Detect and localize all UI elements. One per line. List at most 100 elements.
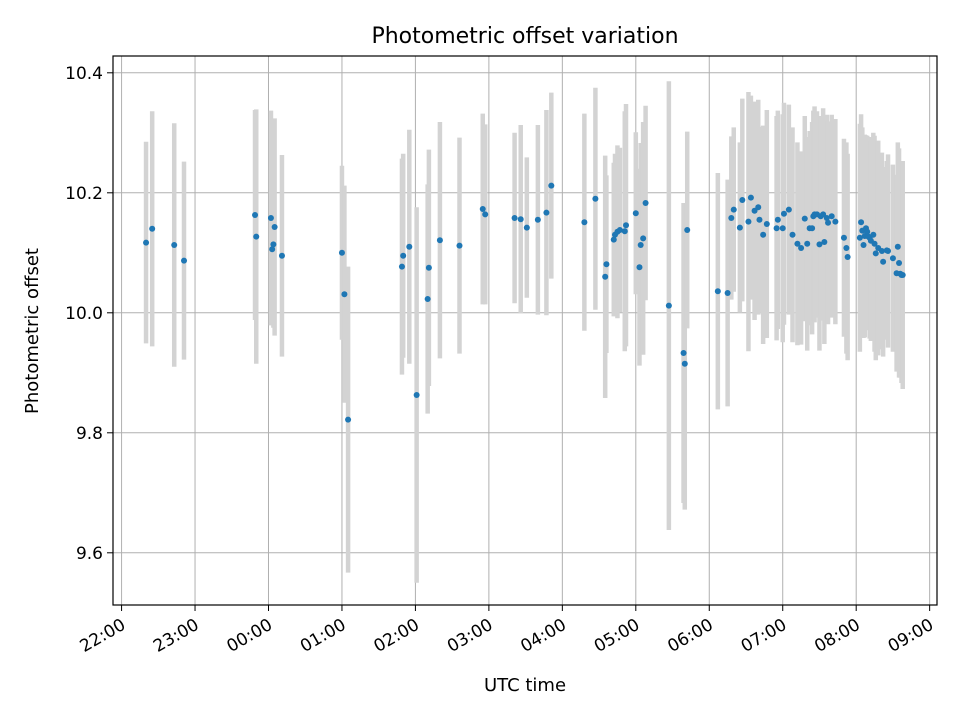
- x-tick-label: 00:00: [224, 615, 276, 657]
- data-point: [794, 240, 801, 247]
- data-point: [413, 392, 420, 398]
- data-point: [739, 197, 746, 203]
- data-point: [640, 235, 647, 242]
- y-axis-ticks: 9.6 9.8 10.0 10.2 10.4: [65, 64, 113, 564]
- data-point: [780, 210, 787, 217]
- data-point: [665, 302, 672, 309]
- data-point: [632, 210, 639, 217]
- x-tick-label: 07:00: [738, 615, 790, 657]
- x-tick-label: 08:00: [811, 615, 863, 657]
- data-point: [543, 209, 550, 216]
- data-point: [840, 234, 847, 241]
- data-point: [821, 239, 828, 245]
- errorbars: [143, 81, 905, 583]
- data-point: [774, 216, 781, 223]
- data-point: [832, 218, 839, 225]
- data-point: [149, 225, 156, 232]
- data-point: [816, 241, 823, 248]
- data-point: [680, 350, 687, 356]
- data-point: [479, 206, 486, 212]
- data-point: [269, 246, 276, 253]
- data-point: [623, 222, 630, 229]
- data-point: [899, 272, 906, 278]
- data-point: [681, 360, 688, 367]
- data-point: [642, 200, 649, 206]
- data-point: [785, 206, 792, 213]
- data-point: [523, 224, 530, 231]
- x-tick-label: 23:00: [150, 615, 202, 657]
- data-point: [889, 255, 896, 262]
- data-point: [345, 416, 352, 423]
- data-point: [856, 234, 863, 241]
- data-point: [684, 227, 691, 233]
- data-point: [809, 225, 816, 232]
- data-point: [864, 228, 871, 235]
- data-point: [844, 254, 851, 260]
- y-axis-label: Photometric offset: [22, 248, 43, 414]
- y-tick-label: 9.8: [76, 424, 103, 444]
- x-axis-label: UTC time: [484, 675, 566, 696]
- data-points: [143, 182, 906, 423]
- data-point: [858, 219, 865, 226]
- data-point: [406, 243, 413, 250]
- x-tick-label: 09:00: [885, 615, 937, 657]
- data-point: [610, 236, 617, 243]
- data-point: [581, 219, 588, 226]
- data-point: [871, 240, 878, 247]
- data-point: [398, 263, 405, 270]
- data-point: [456, 242, 463, 249]
- data-point: [171, 242, 178, 248]
- plot-frame: [112, 55, 938, 606]
- x-axis-ticks: 22:00 23:00 00:00 01:00 02:00 03:00 04:00 05:00…: [77, 605, 937, 657]
- data-point: [860, 242, 867, 248]
- data-point: [885, 248, 892, 254]
- data-point: [400, 252, 407, 259]
- y-tick-label: 10.2: [65, 184, 103, 204]
- data-point: [482, 211, 489, 218]
- data-point: [870, 231, 877, 238]
- data-point: [534, 216, 541, 223]
- data-point: [424, 296, 431, 302]
- data-point: [798, 245, 805, 251]
- y-tick-label: 10.4: [65, 64, 103, 84]
- data-point: [763, 221, 770, 227]
- data-point: [779, 225, 786, 232]
- data-point: [745, 218, 752, 225]
- data-point: [636, 264, 643, 271]
- data-point: [592, 195, 599, 202]
- data-point: [341, 291, 348, 298]
- data-point: [267, 215, 274, 221]
- data-point: [252, 212, 259, 218]
- y-tick-label: 10.0: [65, 304, 103, 324]
- x-tick-label: 05:00: [591, 615, 643, 657]
- x-tick-label: 01:00: [297, 615, 349, 657]
- data-point: [773, 225, 780, 232]
- data-point: [756, 216, 763, 223]
- data-point: [878, 248, 885, 254]
- x-tick-label: 22:00: [77, 615, 129, 657]
- data-point: [637, 242, 644, 248]
- data-point: [747, 194, 754, 201]
- data-point: [894, 243, 901, 250]
- data-point: [517, 216, 524, 223]
- data-point: [801, 215, 808, 222]
- data-point: [730, 206, 737, 213]
- data-point: [511, 215, 518, 221]
- x-tick-label: 02:00: [370, 615, 422, 657]
- data-point: [270, 241, 277, 248]
- data-point: [425, 264, 432, 271]
- data-point: [338, 249, 345, 256]
- data-point: [896, 260, 903, 266]
- data-point: [760, 231, 767, 238]
- data-point: [820, 211, 827, 218]
- data-point: [823, 215, 830, 221]
- chart-title: Photometric offset variation: [371, 24, 678, 49]
- data-point: [714, 288, 721, 295]
- data-point: [616, 227, 623, 233]
- grid: [113, 56, 937, 605]
- data-point: [728, 215, 735, 221]
- data-point: [436, 237, 443, 244]
- data-point: [724, 290, 731, 296]
- data-point: [548, 182, 555, 189]
